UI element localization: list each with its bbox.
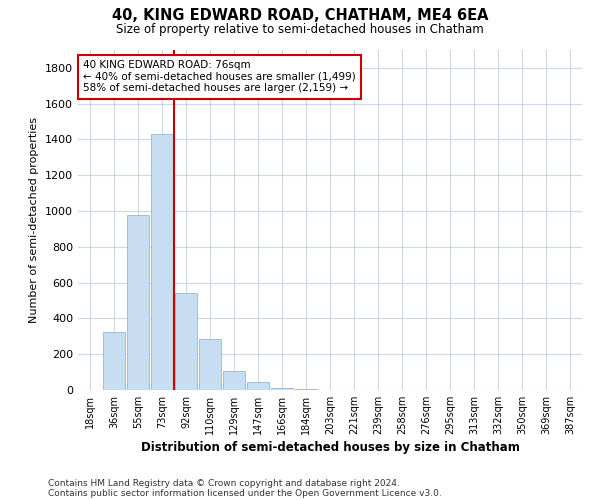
Bar [199, 339, 221, 390]
Bar [151, 134, 173, 390]
Text: Contains public sector information licensed under the Open Government Licence v3: Contains public sector information licen… [48, 488, 442, 498]
Bar [223, 371, 245, 390]
Text: Contains HM Land Registry data © Crown copyright and database right 2024.: Contains HM Land Registry data © Crown c… [48, 478, 400, 488]
Bar [127, 214, 149, 390]
Text: 40 KING EDWARD ROAD: 76sqm
← 40% of semi-detached houses are smaller (1,499)
58%: 40 KING EDWARD ROAD: 76sqm ← 40% of semi… [83, 60, 356, 94]
Bar [295, 389, 317, 390]
Text: 40, KING EDWARD ROAD, CHATHAM, ME4 6EA: 40, KING EDWARD ROAD, CHATHAM, ME4 6EA [112, 8, 488, 22]
Y-axis label: Number of semi-detached properties: Number of semi-detached properties [29, 117, 40, 323]
Bar [103, 332, 125, 390]
Bar [271, 388, 293, 390]
Text: Size of property relative to semi-detached houses in Chatham: Size of property relative to semi-detach… [116, 22, 484, 36]
Bar [175, 294, 197, 390]
X-axis label: Distribution of semi-detached houses by size in Chatham: Distribution of semi-detached houses by … [140, 441, 520, 454]
Bar [247, 382, 269, 390]
